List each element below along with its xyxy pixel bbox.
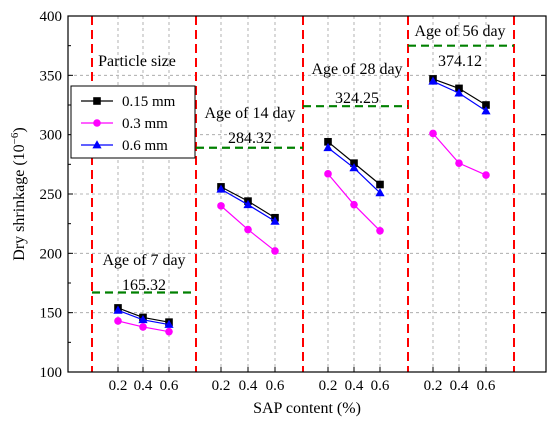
data-point-circle-56d: [429, 129, 437, 138]
data-point-triangle-56d: [428, 76, 438, 85]
legend-marker-circle: [93, 119, 101, 127]
x-tick-label: 0.4: [134, 378, 153, 394]
data-point-square-28d: [376, 180, 384, 189]
reference-value-14d: 284.32: [228, 130, 272, 147]
y-tick-label: 300: [40, 128, 63, 144]
data-point-triangle-28d: [349, 163, 359, 172]
data-point-triangle-14d: [243, 199, 253, 209]
y-tick-label: 100: [40, 365, 63, 381]
x-tick-label: 0.4: [345, 378, 364, 394]
data-point-triangle-14d: [270, 216, 280, 225]
y-tick-label: 400: [40, 9, 63, 25]
data-point-circle-14d: [217, 202, 225, 210]
data-point-circle-28d: [324, 170, 332, 178]
data-point-circle-56d: [482, 171, 490, 179]
x-tick-label: 0.2: [109, 378, 128, 394]
legend-box: [70, 85, 196, 159]
x-axis-title: SAP content (%): [253, 400, 361, 417]
legend-label-circle: 0.3 mm: [122, 116, 168, 132]
reference-value-7d: 165.32: [122, 277, 166, 294]
x-tick-label: 0.4: [450, 378, 469, 394]
data-point-circle-56d: [455, 159, 463, 167]
y-tick-label: 150: [40, 306, 63, 322]
y-tick-label: 350: [40, 68, 63, 84]
data-point-triangle-7d: [113, 305, 123, 314]
x-tick-label: 0.6: [371, 378, 390, 394]
age-label-28d: Age of 28 day: [311, 61, 402, 78]
legend-marker-square: [93, 97, 101, 105]
x-tick-label: 0.6: [266, 378, 285, 394]
data-point-triangle-28d: [375, 188, 385, 197]
data-point-triangle-7d: [164, 319, 174, 328]
y-tick-label: 250: [40, 187, 63, 203]
data-point-circle-28d: [376, 226, 384, 235]
age-label-56d: Age of 56 day: [414, 23, 505, 40]
y-axis-title: Dry shrinkage (10−6): [9, 127, 28, 260]
reference-value-56d: 374.12: [438, 53, 482, 70]
x-tick-label: 0.4: [239, 378, 258, 394]
age-label-7d: Age of 7 day: [102, 252, 185, 269]
legend-title: Particle size: [98, 53, 176, 70]
data-point-triangle-7d: [138, 314, 148, 324]
legend-label-triangle: 0.6 mm: [122, 138, 168, 154]
reference-value-28d: 324.25: [335, 90, 379, 107]
data-point-circle-7d: [165, 327, 173, 336]
data-point-square-28d: [324, 137, 332, 146]
data-point-circle-14d: [271, 247, 279, 255]
data-point-triangle-14d: [216, 184, 226, 193]
x-tick-label: 0.2: [319, 378, 338, 394]
x-tick-label: 0.2: [424, 378, 443, 394]
data-point-circle-28d: [350, 200, 358, 209]
age-label-14d: Age of 14 day: [204, 105, 295, 122]
data-point-triangle-56d: [481, 106, 491, 115]
x-tick-label: 0.6: [477, 378, 496, 394]
data-point-circle-7d: [114, 317, 122, 325]
data-point-triangle-28d: [323, 142, 333, 152]
x-tick-label: 0.2: [212, 378, 231, 394]
data-point-circle-14d: [244, 225, 252, 234]
x-tick-label: 0.6: [160, 378, 179, 394]
data-point-circle-7d: [139, 323, 147, 331]
legend-label-square: 0.15 mm: [122, 94, 176, 110]
series-line-circle-56d: [432, 133, 487, 176]
y-tick-label: 200: [40, 246, 63, 262]
data-point-square-56d: [482, 101, 490, 109]
data-point-triangle-56d: [454, 88, 464, 97]
legend-marker-triangle: [92, 140, 102, 149]
